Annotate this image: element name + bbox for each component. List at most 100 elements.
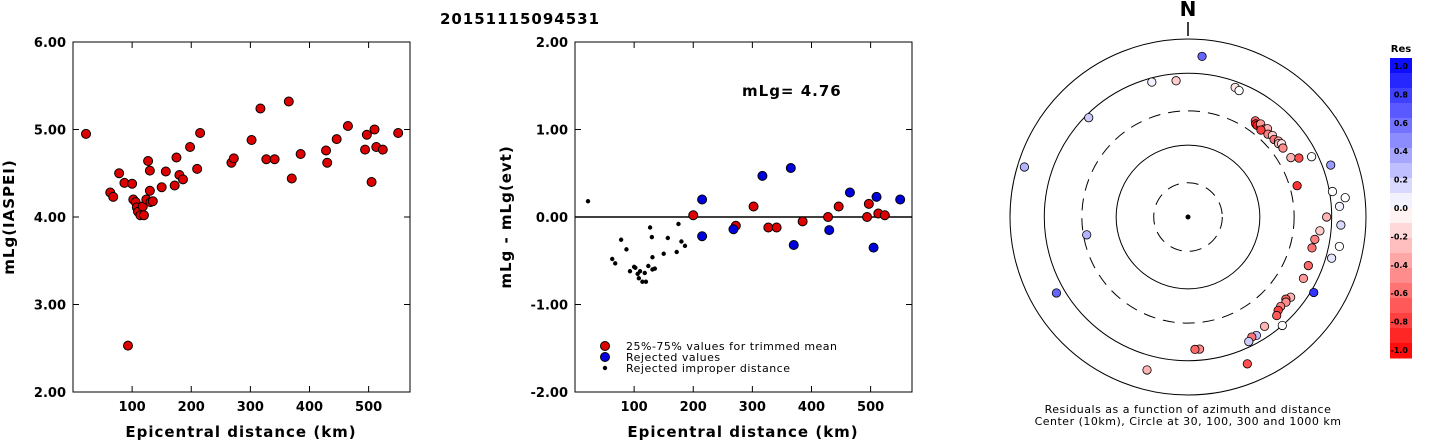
magnitude-data-point xyxy=(127,178,138,189)
residual-data-point xyxy=(771,222,782,233)
colorbar-scale: 1.0 0.8 0.6 0.4 0.2 0.0 -0.2 -0.4 -0.6 -0.8 -1.0 xyxy=(1390,58,1412,359)
magnitude-data-point xyxy=(169,180,180,191)
residual-data-point xyxy=(642,270,647,276)
magnitude-x-tick-label: 400 xyxy=(296,400,323,415)
legend-marker xyxy=(600,341,610,351)
ring-100km xyxy=(1115,144,1261,290)
residual-y-tick-label: -2.00 xyxy=(531,386,568,401)
azimuth-points xyxy=(1019,51,1350,375)
legend-label: Rejected values xyxy=(626,351,721,364)
residual-data-point xyxy=(652,266,658,271)
station-point xyxy=(1336,220,1346,230)
residual-data-point xyxy=(649,234,655,240)
residual-data-point xyxy=(868,242,879,253)
colorbar-label: -0.4 xyxy=(1391,261,1409,270)
station-point xyxy=(1309,287,1319,298)
residual-data-point xyxy=(643,279,649,284)
residual-x-tick-label: 100 xyxy=(621,400,648,415)
magnitude-data-point xyxy=(283,96,294,107)
magnitude-data-point xyxy=(195,128,206,138)
colorbar-segment xyxy=(1390,73,1412,89)
residual-x-axis-label: Epicentral distance (km) xyxy=(627,423,858,441)
station-point xyxy=(1286,153,1296,163)
colorbar-segment xyxy=(1390,178,1412,194)
magnitude-data-point xyxy=(156,182,167,193)
ring-300km xyxy=(1081,110,1295,324)
azimuth-panel: N Residuals as a function of azimuth and… xyxy=(1009,0,1367,428)
magnitude-data-point xyxy=(342,121,353,131)
colorbar-segment xyxy=(1390,193,1412,209)
magnitude-data-point xyxy=(228,153,239,164)
magnitude-x-tick-label: 200 xyxy=(178,400,205,415)
station-point xyxy=(1084,113,1094,123)
residual-data-point xyxy=(676,221,681,227)
station-point xyxy=(1272,310,1282,321)
residual-data-point xyxy=(637,269,643,274)
magnitude-y-tick-label: 5.00 xyxy=(34,124,66,139)
residual-y-tick-label: -1.00 xyxy=(531,299,568,314)
ring-1000km xyxy=(1043,72,1333,362)
magnitude-x-axis-label: Epicentral distance (km) xyxy=(125,423,356,441)
colorbar-segment xyxy=(1390,238,1412,254)
magnitude-y-tick-label: 3.00 xyxy=(34,299,66,314)
station-point xyxy=(1277,320,1287,331)
colorbar-label: 0.8 xyxy=(1394,90,1409,99)
colorbar-label: 0.6 xyxy=(1394,119,1409,128)
station-point xyxy=(1147,77,1157,87)
residual-data-point xyxy=(697,231,708,242)
station-point xyxy=(1171,76,1181,86)
colorbar-label: 1.0 xyxy=(1394,62,1409,71)
magnitude-y-tick-label: 2.00 xyxy=(34,386,66,401)
residual-data-point xyxy=(682,243,688,249)
colorbar-segment xyxy=(1390,208,1412,224)
magnitude-data-point xyxy=(255,103,266,114)
residual-ticks: 100 200 300 400 500 -2.00 -1.00 0.00 1.00 2.00 xyxy=(531,36,912,415)
magnitude-data-point xyxy=(108,191,119,202)
magnitude-data-point xyxy=(177,174,188,185)
magnitude-data-point xyxy=(331,134,342,145)
colorbar-segment xyxy=(1390,163,1412,179)
station-point xyxy=(1051,288,1062,298)
colorbar-segment xyxy=(1390,223,1412,239)
residual-data-point xyxy=(879,210,890,221)
magnitude-data-point xyxy=(286,173,297,184)
station-point xyxy=(1327,186,1338,197)
station-point xyxy=(1326,160,1336,170)
distance-rings xyxy=(1009,38,1367,396)
colorbar-segment xyxy=(1390,313,1412,329)
residual-y-tick-label: 0.00 xyxy=(536,211,568,226)
magnitude-plot-frame xyxy=(72,41,411,393)
legend-marker xyxy=(602,365,608,371)
residual-x-tick-label: 200 xyxy=(680,400,707,415)
residual-data-point xyxy=(863,198,874,209)
magnitude-data-point xyxy=(144,185,155,196)
magnitude-data-point xyxy=(143,156,154,166)
residual-data-point xyxy=(824,225,835,236)
station-point xyxy=(1082,230,1092,240)
station-point xyxy=(1298,273,1309,283)
legend-label: Rejected improper distance xyxy=(626,362,791,375)
station-point xyxy=(1303,261,1313,271)
residual-data-point xyxy=(763,222,774,233)
magnitude-data-point xyxy=(122,340,133,351)
magnitude-data-point xyxy=(369,124,380,135)
magnitude-data-point xyxy=(361,129,372,140)
magnitude-data-point xyxy=(192,163,203,174)
station-point xyxy=(1244,337,1254,347)
colorbar-segment xyxy=(1390,298,1412,314)
station-point xyxy=(1334,201,1345,212)
residual-data-point xyxy=(613,261,618,266)
colorbar-label: 0.2 xyxy=(1394,176,1408,185)
station-point xyxy=(1278,143,1288,153)
residual-data-point xyxy=(610,256,615,262)
colorbar-segment xyxy=(1390,268,1412,284)
residual-y-axis-label: mLg - mLg(evt) xyxy=(497,145,515,288)
station-point xyxy=(1334,241,1344,252)
residual-data-point xyxy=(633,265,638,270)
colorbar-segment xyxy=(1390,253,1412,269)
residual-data-point xyxy=(640,279,645,284)
residual-data-point xyxy=(844,187,855,198)
legend-label: 25%-75% values for trimmed mean xyxy=(626,340,838,353)
residual-x-tick-label: 300 xyxy=(739,400,766,415)
